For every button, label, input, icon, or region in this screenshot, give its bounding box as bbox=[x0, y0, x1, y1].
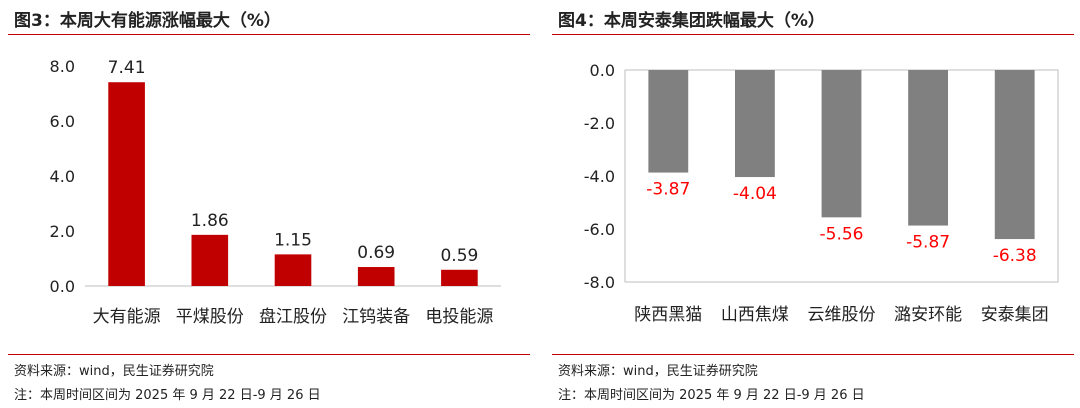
data-label: 1.15 bbox=[274, 230, 312, 250]
y-tick-label: 0.0 bbox=[50, 277, 75, 296]
category-label: 大有能源 bbox=[93, 307, 161, 327]
y-tick-label: 4.0 bbox=[50, 167, 75, 186]
data-label: 1.86 bbox=[191, 211, 229, 231]
category-label: 山西焦煤 bbox=[721, 305, 789, 325]
data-label: -4.04 bbox=[733, 184, 777, 204]
data-label: -6.38 bbox=[993, 246, 1037, 266]
chart-title: 图4：本周安泰集团跌幅最大（%） bbox=[558, 11, 825, 31]
gainers-bar-chart: 0.0 2.0 4.0 6.0 8.0 7.41 大有能源 1.86 平煤股份 1.15 盘江股份 0… bbox=[50, 57, 501, 327]
y-tick-label: 0.0 bbox=[590, 61, 615, 80]
losers-bar-chart: 0.0 -2.0 -4.0 -6.0 -8.0 -3.87 陕西黑猫 -4.04 山西焦煤 -5.… bbox=[584, 61, 1059, 325]
bar bbox=[441, 269, 478, 286]
data-label: -5.56 bbox=[820, 224, 864, 244]
category-label: 盘江股份 bbox=[259, 307, 327, 327]
chart-title: 图3：本周大有能源涨幅最大（%） bbox=[14, 11, 281, 31]
category-label: 云维股份 bbox=[808, 305, 876, 325]
category-label: 平煤股份 bbox=[176, 307, 244, 327]
y-tick-label: 6.0 bbox=[50, 112, 75, 131]
bar bbox=[648, 70, 689, 173]
bar bbox=[357, 267, 395, 286]
right-chart-panel: 图4：本周安泰集团跌幅最大（%） 0.0 -2.0 -4.0 -6.0 -8.0 -3.8… bbox=[552, 0, 1074, 408]
y-tick-label: 2.0 bbox=[50, 222, 75, 241]
category-label: 陕西黑猫 bbox=[634, 305, 702, 325]
bar bbox=[821, 70, 862, 218]
period-note: 注：本周时间区间为 2025 年 9 月 22 日-9 月 26 日 bbox=[558, 388, 865, 403]
data-label: 7.41 bbox=[108, 58, 146, 78]
bar bbox=[908, 70, 949, 226]
source-divider bbox=[552, 354, 1074, 355]
data-label: -5.87 bbox=[906, 233, 950, 253]
data-label: 0.69 bbox=[357, 243, 395, 263]
bar bbox=[994, 70, 1035, 240]
bar bbox=[734, 70, 775, 178]
y-tick-label: -8.0 bbox=[584, 273, 615, 292]
bar bbox=[108, 82, 145, 286]
y-tick-label: 8.0 bbox=[50, 57, 75, 76]
category-label: 电投能源 bbox=[425, 307, 493, 327]
source-divider bbox=[8, 354, 530, 355]
data-label: 0.59 bbox=[440, 246, 478, 266]
period-note: 注：本周时间区间为 2025 年 9 月 22 日-9 月 26 日 bbox=[14, 388, 321, 403]
category-label: 潞安环能 bbox=[894, 305, 962, 325]
bar bbox=[274, 254, 312, 286]
title-divider bbox=[552, 34, 1074, 35]
source-note: 资料来源：wind，民生证券研究院 bbox=[14, 364, 214, 379]
y-tick-label: -2.0 bbox=[584, 114, 615, 133]
bar bbox=[191, 234, 229, 286]
title-divider bbox=[8, 34, 530, 35]
category-label: 江钨装备 bbox=[342, 307, 410, 327]
data-label: -3.87 bbox=[646, 180, 690, 200]
left-chart-panel: 图3：本周大有能源涨幅最大（%） 0.0 2.0 4.0 6.0 8.0 7.41 大有能源… bbox=[8, 0, 530, 408]
source-note: 资料来源：wind，民生证券研究院 bbox=[558, 364, 758, 379]
category-label: 安泰集团 bbox=[981, 305, 1049, 325]
y-tick-label: -4.0 bbox=[584, 167, 615, 186]
y-tick-label: -6.0 bbox=[584, 220, 615, 239]
